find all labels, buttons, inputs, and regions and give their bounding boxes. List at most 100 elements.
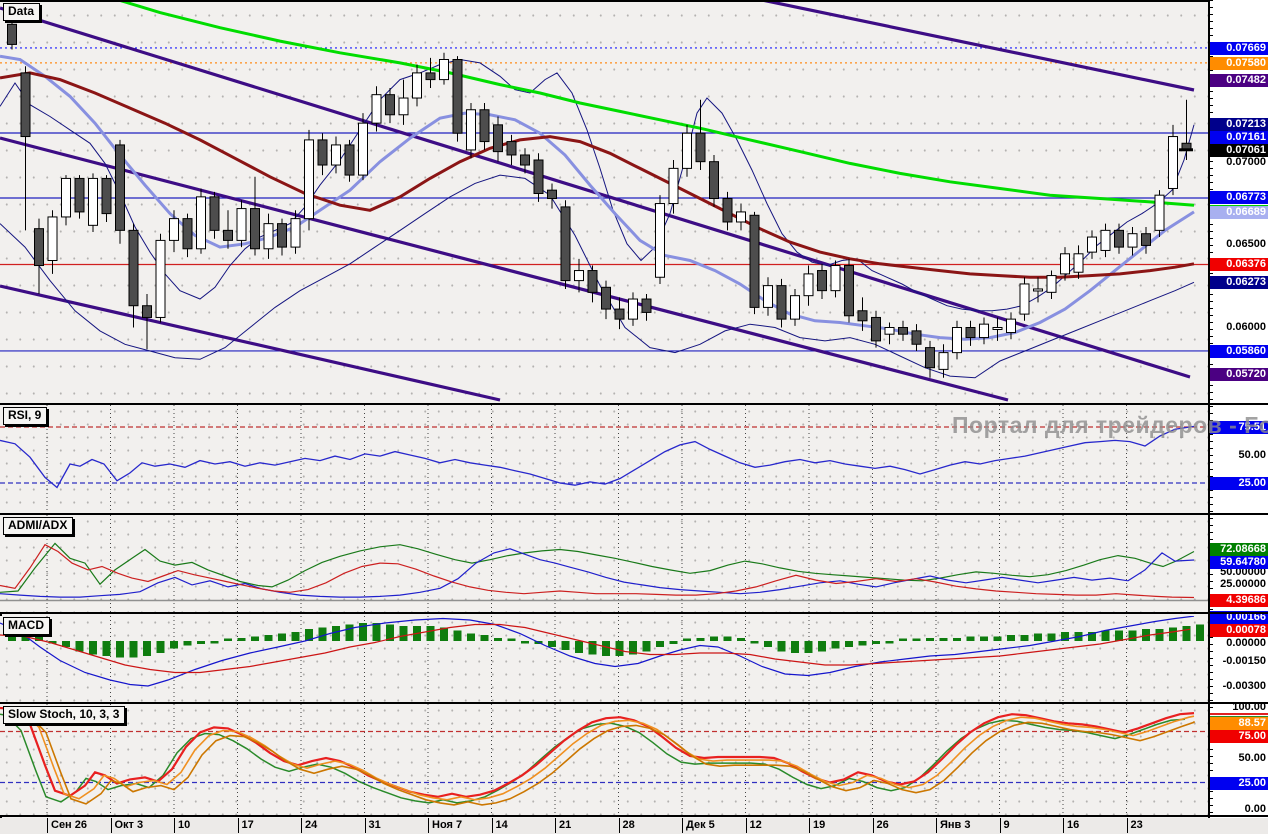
bull-candle[interactable] (290, 218, 301, 248)
bear-candle[interactable] (601, 286, 611, 310)
bear-candle[interactable] (520, 154, 530, 166)
time-axis[interactable]: Сен 26 Окт 3 10 17 24 31 Ноя 7 14 21 28 Дек 5 12 19 2… (0, 818, 1268, 834)
bear-candle[interactable] (7, 23, 17, 45)
bull-candle[interactable] (61, 177, 71, 218)
bull-candle[interactable] (196, 196, 206, 250)
bull-candle[interactable] (790, 295, 800, 320)
adx-title-box[interactable]: ADMI/ADX (3, 517, 74, 535)
bear-candle[interactable] (695, 132, 706, 163)
channel-mid[interactable] (0, 136, 1009, 402)
bear-candle[interactable] (223, 229, 233, 241)
bear-candle[interactable] (250, 208, 260, 250)
bear-candle[interactable] (452, 59, 463, 134)
bear-candle[interactable] (344, 144, 355, 176)
macd-line-line[interactable] (0, 616, 1195, 687)
bollinger-lower-line[interactable] (0, 174, 1195, 379)
bear-candle[interactable] (925, 347, 935, 369)
bull-candle[interactable] (952, 327, 962, 354)
panel-separator[interactable] (0, 612, 1268, 614)
chart-title-box[interactable]: Data (3, 3, 41, 21)
bull-candle[interactable] (884, 327, 895, 335)
bull-candle[interactable] (1100, 229, 1111, 251)
panel-separator[interactable] (0, 403, 1268, 405)
channel-lower[interactable] (0, 284, 501, 402)
bull-candle[interactable] (1168, 136, 1178, 189)
bear-candle[interactable] (20, 72, 31, 138)
bull-candle[interactable] (763, 285, 773, 308)
bear-candle[interactable] (277, 223, 287, 248)
rsi-title-box[interactable]: RSI, 9 (3, 407, 48, 425)
bear-candle[interactable] (1141, 233, 1151, 246)
bear-candle[interactable] (493, 124, 503, 153)
bull-candle[interactable] (830, 265, 841, 292)
price-scale[interactable]: 0.07000 0.06500 0.06000 50.00 50.00000 25.000… (1210, 0, 1268, 818)
bull-candle[interactable] (466, 109, 476, 151)
bear-candle[interactable] (547, 189, 557, 200)
bull-candle[interactable] (1073, 253, 1084, 273)
bull-candle[interactable] (628, 298, 638, 320)
bear-candle[interactable] (560, 206, 571, 282)
bear-candle[interactable] (641, 298, 652, 313)
bear-candle[interactable] (74, 177, 85, 213)
panel-separator[interactable] (0, 815, 1268, 817)
bull-candle[interactable] (398, 97, 409, 116)
bull-candle[interactable] (1087, 236, 1097, 253)
bear-candle[interactable] (709, 161, 719, 200)
bollinger-upper-line[interactable] (0, 58, 1195, 312)
bull-candle[interactable] (88, 177, 98, 226)
bear-candle[interactable] (142, 305, 152, 318)
bear-candle[interactable] (965, 327, 976, 339)
bear-candle[interactable] (871, 316, 881, 342)
bear-candle[interactable] (911, 330, 922, 345)
panel-separator[interactable] (0, 513, 1268, 515)
adx-line[interactable] (0, 542, 1195, 593)
bull-candle[interactable] (412, 72, 422, 99)
bull-candle[interactable] (331, 144, 341, 166)
bull-candle[interactable] (371, 94, 382, 124)
ma-slow-line[interactable] (0, 71, 1195, 279)
rsi-line[interactable] (0, 425, 1195, 489)
bear-candle[interactable] (182, 218, 193, 250)
scale-divider[interactable] (1208, 0, 1210, 818)
bear-candle[interactable] (898, 327, 908, 335)
macd-title-box[interactable]: MACD (3, 617, 50, 635)
bear-candle[interactable] (749, 214, 760, 308)
bull-candle[interactable] (169, 218, 179, 241)
stoch-orange-line[interactable] (8, 710, 1195, 801)
bull-candle[interactable] (263, 223, 274, 250)
bull-candle[interactable] (1046, 275, 1057, 293)
bear-candle[interactable] (614, 308, 625, 320)
bear-candle[interactable] (1114, 229, 1124, 248)
bull-candle[interactable] (938, 352, 949, 370)
bull-candle[interactable] (358, 122, 368, 176)
bull-candle[interactable] (803, 273, 814, 297)
minus-di-line[interactable] (0, 543, 1195, 599)
stoch-darkorange-line[interactable] (15, 715, 1195, 806)
bear-candle[interactable] (317, 139, 328, 166)
bull-candle[interactable] (668, 167, 679, 205)
bear-candle[interactable] (817, 270, 827, 292)
trendline-new[interactable] (762, 0, 1195, 92)
signal-line-line[interactable] (0, 623, 1191, 674)
bull-candle[interactable] (1033, 288, 1043, 292)
bear-candle[interactable] (101, 177, 112, 215)
bear-candle[interactable] (722, 198, 733, 223)
bull-candle[interactable] (736, 211, 746, 223)
bull-candle[interactable] (439, 59, 449, 81)
bear-candle[interactable] (506, 141, 517, 156)
stoch-red-line[interactable] (0, 706, 1195, 798)
bear-candle[interactable] (844, 265, 854, 317)
bull-candle[interactable] (655, 203, 665, 278)
stoch-title-box[interactable]: Slow Stoch, 10, 3, 3 (3, 706, 126, 724)
bull-candle[interactable] (1060, 253, 1070, 275)
bull-candle[interactable] (304, 139, 314, 220)
bear-candle[interactable] (128, 229, 139, 307)
bull-candle[interactable] (979, 323, 989, 339)
bear-candle[interactable] (587, 270, 598, 293)
bear-candle[interactable] (776, 285, 787, 320)
bear-candle[interactable] (209, 196, 220, 231)
bear-candle[interactable] (479, 109, 490, 143)
bull-candle[interactable] (574, 270, 584, 282)
bear-candle[interactable] (34, 228, 44, 267)
plus-di-line[interactable] (0, 548, 1195, 598)
